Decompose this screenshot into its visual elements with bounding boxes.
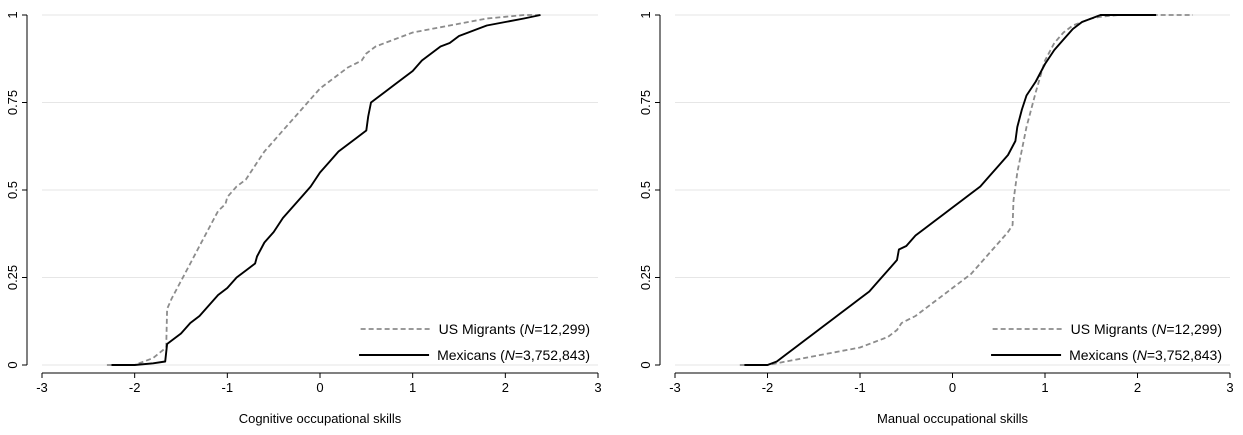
legend-label-suffix: =3,752,843) [1147,347,1222,363]
series-line-us-migrants [106,14,541,366]
legend-label-suffix: =12,299) [1166,321,1222,337]
legend: US Migrants (N=12,299)Mexicans (N=3,752,… [359,321,590,363]
x-tick-label: -3 [669,380,681,395]
x-tick-label: 2 [502,380,509,395]
legend-label: Mexicans (N=3,752,843) [1069,347,1222,363]
y-tick-label: 1 [638,11,653,18]
y-tick-label: 0.5 [638,181,653,199]
x-tick-label: 1 [1041,380,1048,395]
chart-panel-1: 0 0.25 0.5 0.75 1 -3 -2 -1 0 1 2 3 Cognitive occupat… [5,11,602,426]
legend-label-prefix: US Migrants ( [439,321,525,337]
x-tick-label: -2 [762,380,774,395]
y-tick-label: 0.75 [5,90,20,115]
legend-label: US Migrants (N=12,299) [439,321,590,337]
x-tick-label: 3 [594,380,601,395]
y-tick-label: 0 [638,361,653,368]
legend-label-n: N [1137,347,1148,363]
legend-label-suffix: =12,299) [534,321,590,337]
legend-label-prefix: Mexicans ( [1069,347,1137,363]
x-tick-label: -3 [36,380,48,395]
legend-label-n: N [524,321,535,337]
chart-panel-2: 0 0.25 0.5 0.75 1 -3 -2 -1 0 1 2 3 Manual occupation… [638,11,1234,426]
series-line-mexicans [111,14,541,366]
y-tick-label: 0.5 [5,181,20,199]
y-tick-label: 0 [5,361,20,368]
legend-label: US Migrants (N=12,299) [1071,321,1222,337]
y-tick-label: 1 [5,11,20,18]
x-tick-label: -1 [854,380,866,395]
x-tick-label: -1 [222,380,234,395]
x-tick-label: 0 [949,380,956,395]
x-tick-label: 0 [316,380,323,395]
y-tick-label: 0.25 [638,265,653,290]
x-tick-label: -2 [129,380,141,395]
series-line-mexicans [744,14,1156,366]
x-axis-title: Manual occupational skills [877,411,1029,426]
x-axis-title: Cognitive occupational skills [239,411,402,426]
legend-label-n: N [505,347,516,363]
legend-label-prefix: US Migrants ( [1071,321,1157,337]
legend-label: Mexicans (N=3,752,843) [437,347,590,363]
legend-label-prefix: Mexicans ( [437,347,505,363]
x-tick-label: 3 [1226,380,1233,395]
legend-label-n: N [1156,321,1167,337]
y-tick-label: 0.25 [5,265,20,290]
legend: US Migrants (N=12,299)Mexicans (N=3,752,… [991,321,1222,363]
x-tick-label: 2 [1134,380,1141,395]
legend-label-suffix: =3,752,843) [515,347,590,363]
y-tick-label: 0.75 [638,90,653,115]
x-tick-label: 1 [409,380,416,395]
